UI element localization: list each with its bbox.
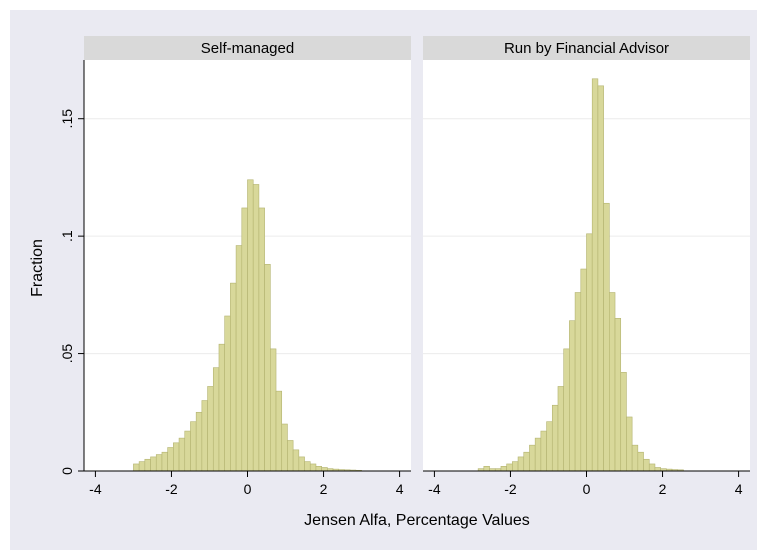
histogram-bar — [643, 458, 650, 472]
histogram-bar — [315, 466, 322, 472]
histogram-bar — [580, 268, 587, 472]
y-tick-label: 0 — [59, 467, 75, 475]
histogram-bar — [631, 444, 639, 472]
x-axis: -4 -2 0 2 4 — [84, 470, 411, 497]
histogram-bar — [241, 207, 248, 472]
histogram-bar — [534, 437, 542, 472]
histogram-bar — [258, 207, 265, 472]
histogram-bar — [620, 372, 627, 472]
histogram-bar — [546, 421, 553, 472]
histogram-bar — [133, 463, 140, 472]
y-axis: 0 .05 .1 .15 — [59, 60, 85, 475]
histogram-bar — [563, 348, 570, 472]
histogram-bar — [195, 411, 203, 472]
panel-header — [84, 36, 411, 60]
histogram-bar — [275, 390, 283, 472]
histogram-bar — [614, 318, 622, 472]
x-tick-label: 2 — [659, 481, 667, 497]
histogram-bar — [190, 421, 197, 472]
histogram-bar — [574, 292, 582, 472]
histogram-bar — [178, 437, 186, 472]
x-tick-label: 4 — [735, 481, 743, 497]
histogram-bar — [654, 467, 661, 472]
histogram-bar — [173, 442, 180, 472]
histogram-bar — [144, 458, 151, 472]
histogram-bar — [523, 451, 530, 472]
histogram-bar — [292, 449, 300, 472]
histogram-bar — [252, 184, 260, 472]
histogram-bar — [483, 466, 490, 472]
histogram-bar — [309, 463, 317, 472]
x-tick-label: -2 — [504, 481, 517, 497]
histogram-bar — [207, 386, 214, 472]
histogram-bar — [512, 461, 519, 472]
y-tick-label: .15 — [59, 109, 75, 129]
histogram-bar — [609, 292, 616, 472]
histogram-bar — [529, 444, 536, 472]
y-tick-label: .05 — [59, 344, 75, 364]
histogram-bar — [167, 447, 174, 472]
histogram-bar — [247, 179, 254, 472]
histogram-bar — [304, 461, 311, 472]
x-axis: -4 -2 0 2 4 — [423, 470, 750, 497]
histogram-bar — [138, 461, 146, 472]
histogram-bar — [569, 320, 576, 472]
histogram-bar — [321, 467, 328, 472]
panel-title: Self-managed — [201, 40, 294, 57]
x-tick-label: -4 — [428, 481, 441, 497]
histogram-bar — [230, 282, 237, 472]
histogram-bar — [161, 451, 168, 472]
histogram-bar — [281, 423, 288, 472]
x-tick-label: 4 — [396, 481, 404, 497]
histogram-bar — [264, 264, 271, 472]
panel-self-managed: Self-managed -4 -2 0 2 4 — [84, 36, 411, 497]
x-tick-label: 2 — [320, 481, 328, 497]
histogram-bar — [506, 463, 513, 472]
x-tick-label: 0 — [583, 481, 591, 497]
histogram-bar — [224, 315, 231, 472]
histogram-bar — [637, 451, 644, 472]
histogram-bar — [591, 78, 599, 472]
histogram-bar — [551, 404, 559, 472]
histogram-bar — [500, 466, 507, 472]
panel-title: Run by Financial Advisor — [504, 40, 669, 57]
histogram-bar — [212, 367, 220, 472]
y-tick-label: .1 — [59, 230, 75, 242]
histogram-bar — [597, 85, 604, 472]
histogram-bar — [626, 416, 633, 472]
histogram-bar — [648, 463, 656, 472]
histogram-bar — [201, 400, 208, 472]
histogram-bar — [298, 456, 305, 472]
x-axis-label: Jensen Alfa, Percentage Values — [304, 512, 530, 529]
bars — [133, 179, 362, 472]
histogram-bar — [557, 386, 564, 472]
histogram-bar — [586, 233, 593, 472]
histogram-bar — [235, 245, 243, 472]
histogram-bar — [603, 202, 610, 472]
histogram-bar — [517, 456, 525, 472]
y-axis-label: Fraction — [29, 239, 46, 297]
panel-run-by-financial-advisor: Run by Financial Advisor -4 -2 0 2 4 — [423, 36, 750, 497]
x-tick-label: -2 — [165, 481, 178, 497]
panel-header — [423, 36, 750, 60]
histogram-bar — [218, 343, 225, 472]
histogram-bar — [270, 348, 277, 472]
x-tick-label: -4 — [89, 481, 102, 497]
histogram-bar — [287, 440, 294, 472]
histogram-bar — [150, 456, 157, 472]
histogram-bar — [184, 430, 191, 472]
histogram-bar — [155, 454, 163, 472]
histogram-bar — [540, 430, 547, 472]
x-tick-label: 0 — [244, 481, 252, 497]
